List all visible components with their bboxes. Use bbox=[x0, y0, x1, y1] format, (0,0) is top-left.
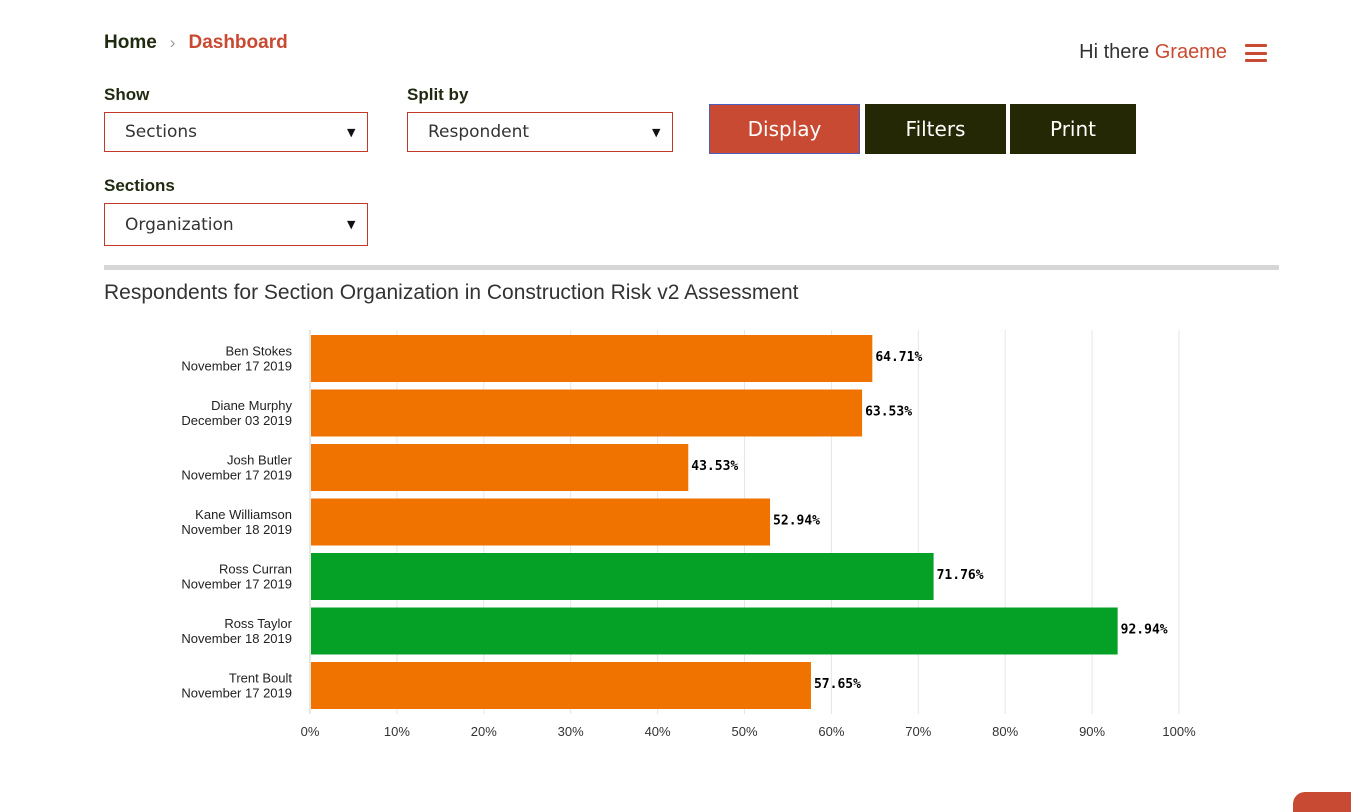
bar-value-label: 43.53% bbox=[691, 459, 738, 474]
bar bbox=[311, 389, 863, 437]
respondent-date-label: November 17 2019 bbox=[181, 468, 292, 483]
respondent-name-label: Ross Taylor bbox=[224, 616, 292, 631]
chart-title: Respondents for Section Organization in … bbox=[104, 281, 799, 304]
bar bbox=[311, 607, 1118, 655]
breadcrumb: Home › Dashboard bbox=[104, 32, 288, 54]
breadcrumb-current: Dashboard bbox=[188, 32, 288, 53]
bar bbox=[311, 498, 771, 546]
x-tick-label: 30% bbox=[558, 724, 584, 739]
filters-button[interactable]: Filters bbox=[865, 104, 1006, 154]
respondent-name-label: Kane Williamson bbox=[195, 507, 292, 522]
respondent-date-label: November 17 2019 bbox=[181, 577, 292, 592]
respondent-date-label: November 18 2019 bbox=[181, 522, 292, 537]
bar bbox=[311, 662, 811, 709]
x-tick-label: 0% bbox=[301, 724, 320, 739]
respondent-date-label: November 17 2019 bbox=[181, 359, 292, 374]
show-label: Show bbox=[104, 85, 150, 104]
section-divider bbox=[104, 265, 1279, 270]
x-tick-label: 10% bbox=[384, 724, 410, 739]
sections-select[interactable]: Organization ▼ bbox=[104, 203, 368, 246]
bar-value-label: 64.71% bbox=[875, 350, 922, 365]
bar-value-label: 52.94% bbox=[773, 514, 820, 529]
breadcrumb-home-link[interactable]: Home bbox=[104, 32, 157, 53]
sections-select-value: Organization bbox=[125, 214, 234, 235]
respondent-date-label: November 17 2019 bbox=[181, 686, 292, 701]
x-tick-label: 90% bbox=[1079, 724, 1105, 739]
respondent-date-label: November 18 2019 bbox=[181, 631, 292, 646]
bar-value-label: 63.53% bbox=[865, 405, 912, 420]
bar bbox=[311, 335, 873, 382]
scroll-to-top-button[interactable] bbox=[1293, 792, 1351, 812]
user-greeting: Hi there Graeme bbox=[1079, 41, 1227, 64]
caret-down-icon: ▼ bbox=[347, 125, 356, 139]
display-button[interactable]: Display bbox=[709, 104, 860, 154]
split-by-label: Split by bbox=[407, 85, 469, 104]
caret-down-icon: ▼ bbox=[347, 218, 356, 231]
show-select[interactable]: Sections ▼ bbox=[104, 112, 368, 152]
breadcrumb-chevron-icon: › bbox=[169, 33, 176, 52]
user-name: Graeme bbox=[1154, 41, 1227, 63]
split-by-select-value: Respondent bbox=[428, 122, 530, 142]
respondent-name-label: Ross Curran bbox=[219, 562, 292, 577]
hamburger-menu-icon[interactable] bbox=[1245, 44, 1267, 62]
split-by-select[interactable]: Respondent ▼ bbox=[407, 112, 673, 152]
respondent-name-label: Ben Stokes bbox=[226, 344, 293, 359]
x-tick-label: 20% bbox=[471, 724, 497, 739]
print-button[interactable]: Print bbox=[1010, 104, 1136, 154]
x-tick-label: 50% bbox=[731, 724, 757, 739]
bar-value-label: 71.76% bbox=[937, 568, 984, 583]
bar bbox=[311, 553, 934, 600]
greeting-text: Hi there bbox=[1079, 41, 1150, 63]
x-tick-label: 60% bbox=[818, 724, 844, 739]
x-tick-label: 80% bbox=[992, 724, 1018, 739]
bar bbox=[311, 444, 689, 491]
show-select-value: Sections bbox=[125, 122, 198, 142]
x-tick-label: 100% bbox=[1162, 724, 1196, 739]
sections-label: Sections bbox=[104, 176, 175, 195]
respondent-name-label: Trent Boult bbox=[229, 671, 292, 686]
x-tick-label: 40% bbox=[645, 724, 671, 739]
bar-value-label: 92.94% bbox=[1121, 623, 1168, 638]
respondent-name-label: Josh Butler bbox=[227, 453, 293, 468]
caret-down-icon: ▼ bbox=[652, 125, 661, 139]
bar-value-label: 57.65% bbox=[814, 677, 861, 692]
respondent-name-label: Diane Murphy bbox=[211, 398, 292, 413]
respondent-date-label: December 03 2019 bbox=[181, 413, 292, 428]
x-tick-label: 70% bbox=[905, 724, 931, 739]
